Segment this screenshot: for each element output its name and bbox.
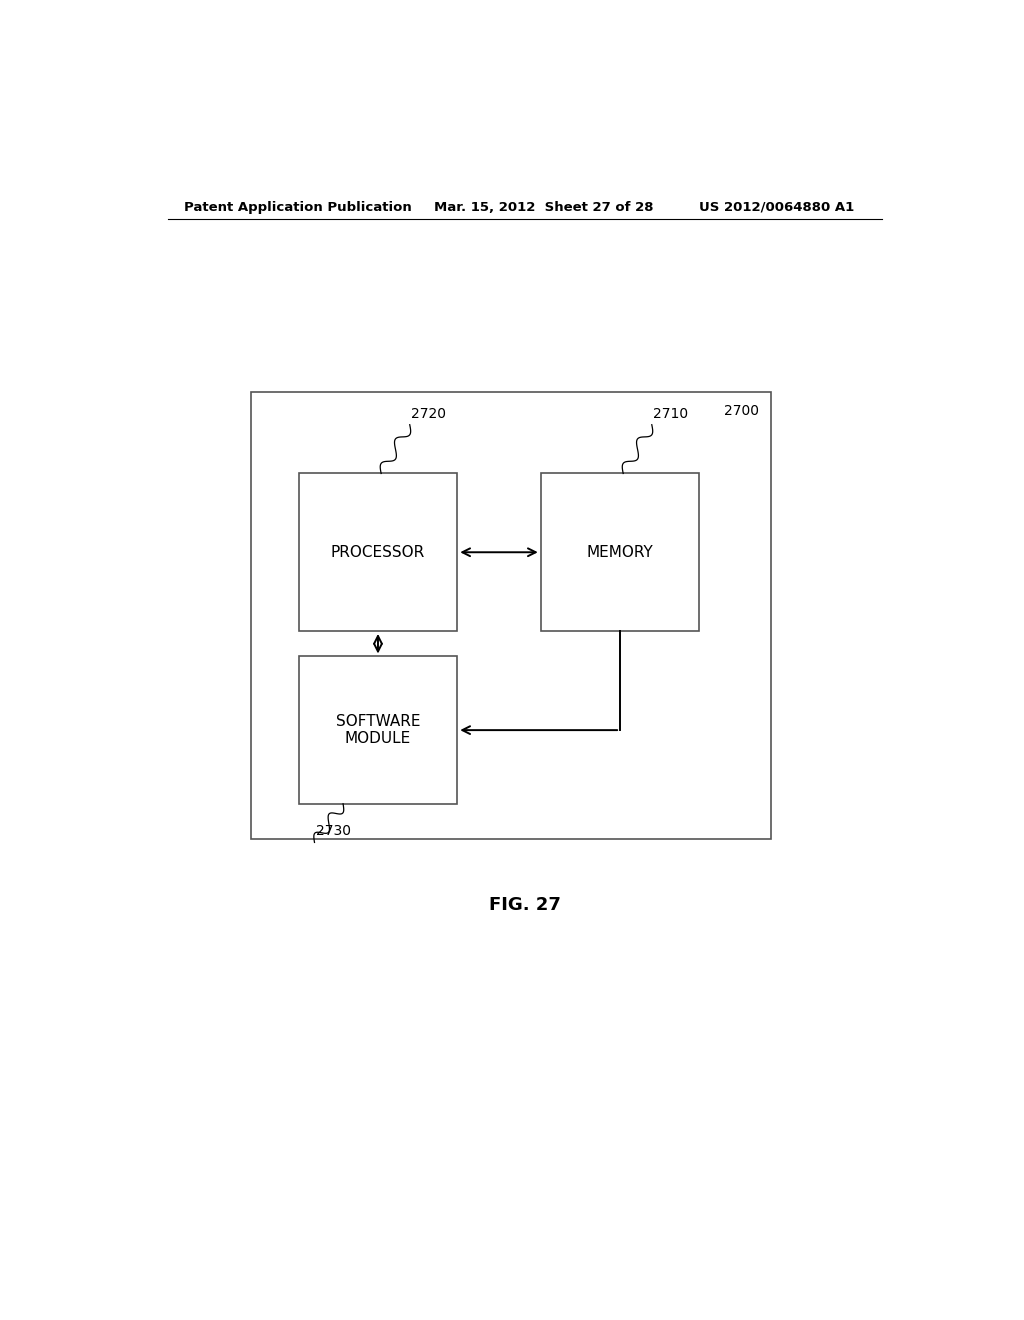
Text: 2730: 2730 — [316, 825, 351, 838]
Text: SOFTWARE
MODULE: SOFTWARE MODULE — [336, 714, 420, 746]
Bar — [541, 474, 699, 631]
Text: FIG. 27: FIG. 27 — [488, 896, 561, 915]
Text: 2700: 2700 — [724, 404, 759, 418]
Text: Mar. 15, 2012  Sheet 27 of 28: Mar. 15, 2012 Sheet 27 of 28 — [433, 201, 653, 214]
Text: 2720: 2720 — [412, 407, 446, 421]
Text: US 2012/0064880 A1: US 2012/0064880 A1 — [699, 201, 855, 214]
Text: 2710: 2710 — [653, 407, 688, 421]
Text: Patent Application Publication: Patent Application Publication — [183, 201, 412, 214]
Text: MEMORY: MEMORY — [587, 545, 653, 560]
Bar — [299, 474, 458, 631]
Bar — [299, 656, 458, 804]
Bar — [251, 392, 771, 840]
Text: PROCESSOR: PROCESSOR — [331, 545, 425, 560]
